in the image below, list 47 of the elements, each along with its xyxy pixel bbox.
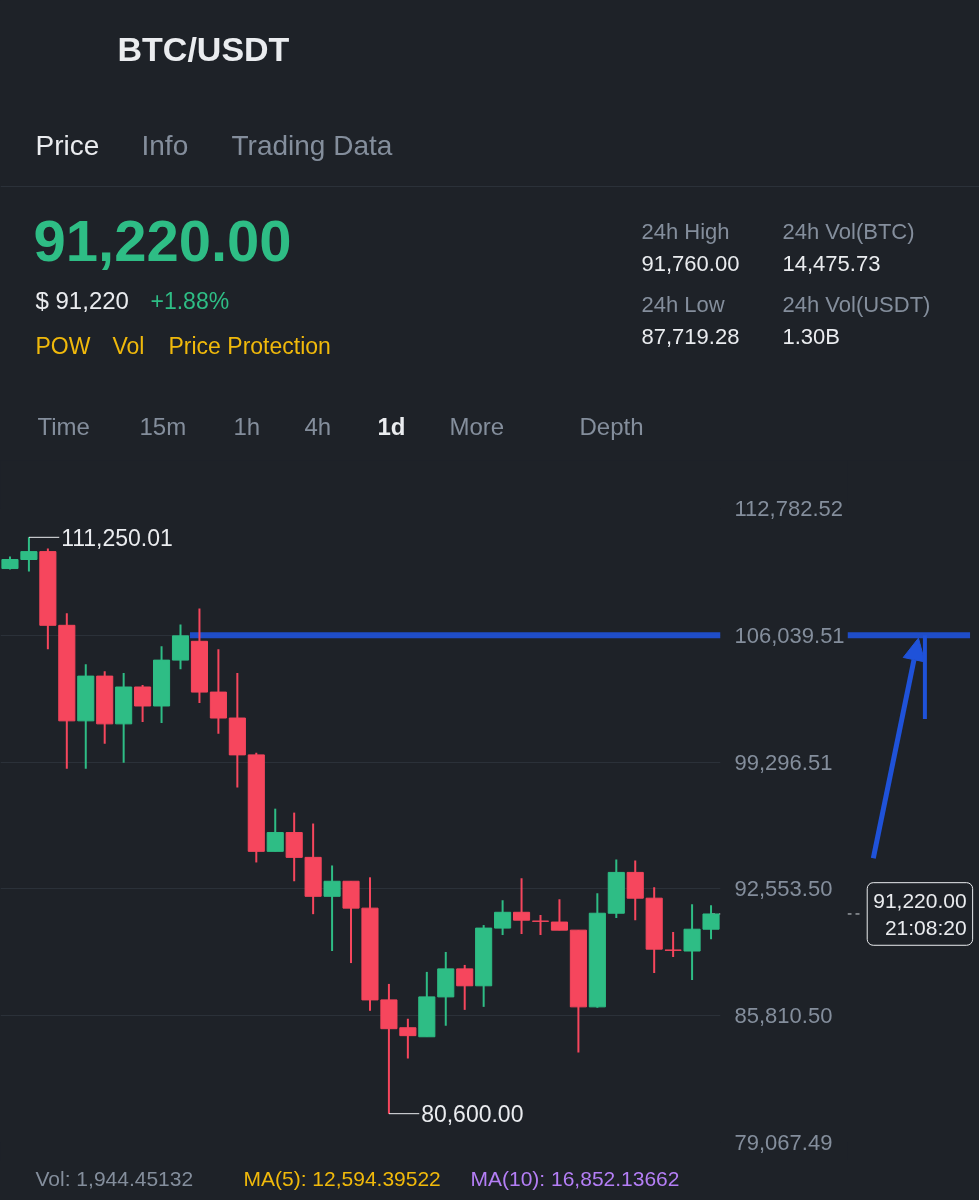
text: 1.30B xyxy=(782,324,840,349)
candlestick xyxy=(531,914,550,937)
text: 15m xyxy=(139,413,187,440)
text: 24h Vol(BTC) xyxy=(782,219,915,244)
text: Depth xyxy=(579,413,644,440)
text: 14,475.73 xyxy=(782,251,881,276)
text: 24h High xyxy=(641,219,730,244)
candlestick xyxy=(456,963,474,1011)
y-tick-label: 92,553.50 xyxy=(734,876,833,902)
text: 91,220.00 xyxy=(33,207,292,273)
text: Vol: 1,944.45132 xyxy=(35,1167,194,1190)
y-tick-label: 85,810.50 xyxy=(734,1003,833,1029)
text: 87,719.28 xyxy=(641,324,740,349)
candlestick xyxy=(550,898,568,932)
text: More xyxy=(449,413,505,440)
text: Vol xyxy=(112,332,145,359)
text: MA(5): 12,594.39522 xyxy=(243,1167,441,1190)
y-tick-label: 79,067.49 xyxy=(734,1130,833,1155)
text: 4h xyxy=(304,413,332,440)
text: Info xyxy=(141,130,189,161)
candlestick xyxy=(134,684,152,723)
candlestick xyxy=(494,899,512,937)
ref-line-label: 91,220.00 21:08:20 xyxy=(873,888,967,940)
text: POW xyxy=(35,332,91,359)
annotation: 111,250.01 xyxy=(61,524,173,551)
text: Price xyxy=(35,130,100,161)
text: 1d xyxy=(377,413,406,440)
annotation: 80,600.00 xyxy=(421,1101,524,1128)
chart-title: BTC/USDT xyxy=(117,29,290,68)
candlestick xyxy=(266,807,284,853)
text: 24h Low xyxy=(641,292,725,317)
y-tick-label: 112,782.52 xyxy=(734,496,843,521)
candlestick xyxy=(513,877,531,936)
text: Trading Data xyxy=(231,130,393,161)
text: Time xyxy=(37,413,90,440)
text: 1h xyxy=(233,413,261,440)
candlestick xyxy=(664,931,682,959)
text: 24h Vol(USDT) xyxy=(782,292,931,317)
text: Price Protection xyxy=(168,332,331,359)
candlestick xyxy=(683,903,701,981)
text: 91,760.00 xyxy=(641,251,740,276)
text: +1.88% xyxy=(150,287,230,314)
candlestick xyxy=(323,864,341,953)
y-tick-label: 99,296.51 xyxy=(734,749,833,775)
text: $ 91,220 xyxy=(35,287,129,314)
text: MA(10): 16,852.13662 xyxy=(470,1167,680,1190)
y-tick-label: 106,039.51 xyxy=(734,622,845,648)
